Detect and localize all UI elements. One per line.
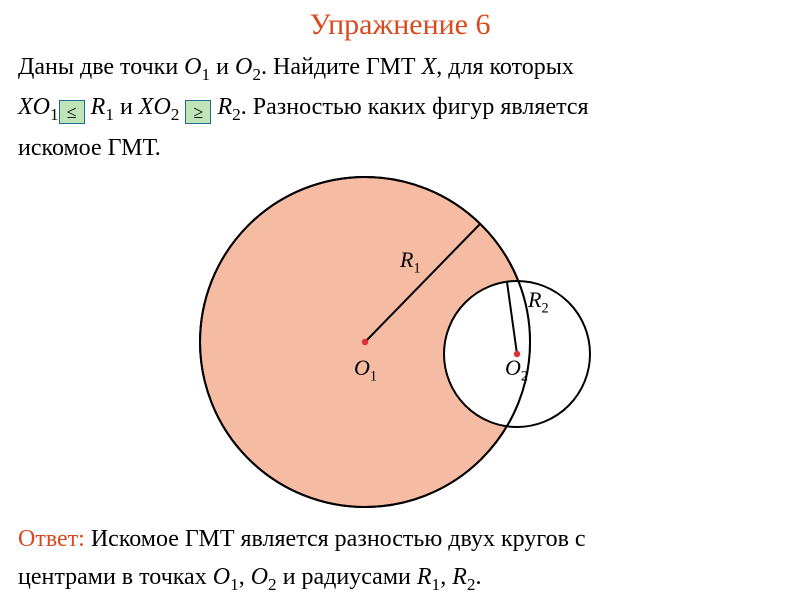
sub: 1 [230, 575, 239, 594]
sym-R1: R [417, 564, 432, 590]
sym-XO1: XO [18, 94, 50, 120]
page-title: Упражнение 6 [18, 8, 782, 42]
box-ge-icon: ≥ [185, 100, 211, 124]
txt: . Найдите ГМТ [261, 54, 422, 80]
sub: 1 [202, 65, 211, 84]
sym-R2: R [217, 94, 232, 120]
answer-line-2: центрами в точках O1, O2 и радиусами R1,… [18, 558, 782, 598]
txt: и [210, 54, 235, 80]
sub: 1 [432, 575, 441, 594]
txt: , [239, 564, 251, 590]
sym-O1: O [184, 54, 201, 80]
sub: 1 [105, 105, 114, 124]
txt: . Разностью каких фигур является [241, 94, 589, 120]
txt: , для которых [436, 54, 574, 80]
sym-O2: O [235, 54, 252, 80]
diagram: R1R2O1O2 [20, 167, 780, 517]
sym-O1: O [213, 564, 230, 590]
diagram-svg: R1R2O1O2 [20, 167, 780, 517]
problem-line-2: XO1≤ R1 и XO2 ≥ R2. Разностью каких фигу… [18, 88, 782, 128]
problem-line-1: Даны две точки O1 и O2. Найдите ГМТ X, д… [18, 48, 782, 88]
sub: 2 [467, 575, 476, 594]
svg-text:R2: R2 [527, 287, 549, 317]
txt: Искомое ГМТ является разностью двух круг… [85, 526, 586, 552]
sub: 2 [268, 575, 277, 594]
answer: Ответ: Искомое ГМТ является разностью дв… [18, 520, 782, 599]
sym-R2: R [452, 564, 467, 590]
sub: 2 [232, 105, 241, 124]
sub: 2 [252, 65, 261, 84]
sym-O2: O [251, 564, 268, 590]
sub: 1 [50, 105, 59, 124]
box-le-icon: ≤ [59, 100, 85, 124]
sym-X: X [422, 54, 437, 80]
sym-XO2: XO [139, 94, 171, 120]
txt: центрами в точках [18, 564, 213, 590]
txt: и радиусами [277, 564, 417, 590]
txt: Даны две точки [18, 54, 184, 80]
sym-R1: R [91, 94, 106, 120]
txt: . [476, 564, 482, 590]
answer-line-1: Ответ: Искомое ГМТ является разностью дв… [18, 520, 782, 558]
txt: и [114, 94, 139, 120]
txt: , [440, 564, 452, 590]
answer-label: Ответ: [18, 526, 85, 552]
problem-line-3: искомое ГМТ. [18, 129, 782, 167]
